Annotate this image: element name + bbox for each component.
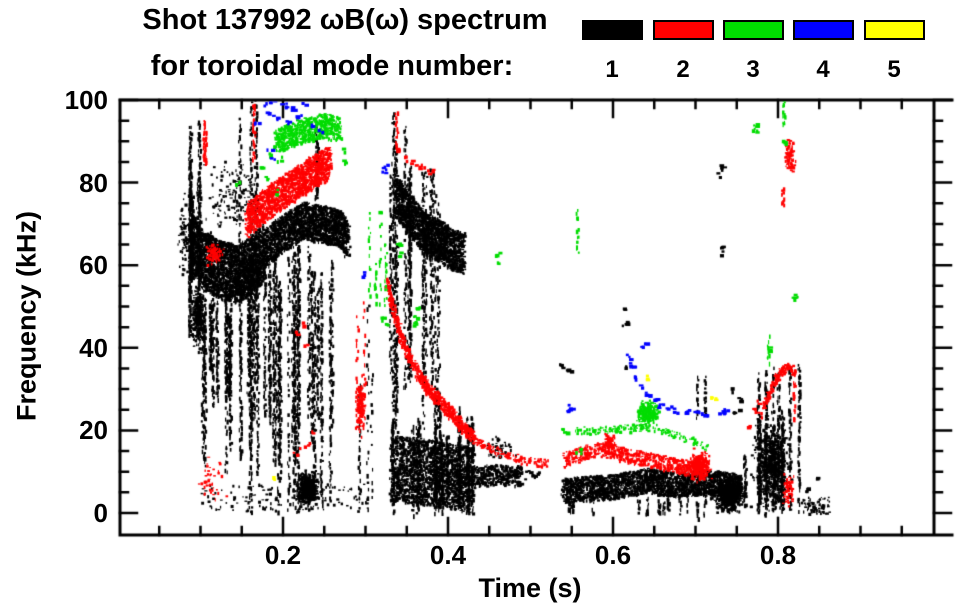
legend-label-mode5: 5 — [887, 56, 901, 83]
x-tick-label-0.8: 0.8 — [759, 540, 797, 570]
legend-swatch-mode5 — [864, 20, 925, 40]
y-tick-label-20: 20 — [79, 415, 108, 445]
legend-swatch-mode4 — [793, 20, 854, 40]
x-tick-label-0.6: 0.6 — [594, 540, 632, 570]
x-tick-label-0.4: 0.4 — [429, 540, 467, 570]
legend-swatch-mode3 — [723, 20, 784, 40]
chart-subtitle: for toroidal mode number: — [150, 50, 514, 82]
legend-label-mode2: 2 — [676, 56, 690, 83]
y-tick-label-0: 0 — [93, 498, 108, 528]
legend-swatch-mode2 — [653, 20, 714, 40]
legend-swatch-mode1 — [582, 20, 643, 40]
legend-label-mode1: 1 — [605, 56, 619, 83]
y-tick-label-80: 80 — [79, 168, 108, 198]
x-axis-title: Time (s) — [478, 573, 582, 603]
y-axis-title: Frequency (kHz) — [11, 210, 42, 422]
chart-title: Shot 137992 ωB(ω) spectrum — [142, 4, 548, 36]
x-tick-label-0.2: 0.2 — [264, 540, 302, 570]
legend-label-mode4: 4 — [816, 56, 830, 83]
y-tick-label-40: 40 — [79, 333, 108, 363]
y-tick-label-60: 60 — [79, 250, 108, 280]
legend-label-mode3: 3 — [746, 56, 760, 83]
y-tick-label-100: 100 — [64, 85, 108, 115]
